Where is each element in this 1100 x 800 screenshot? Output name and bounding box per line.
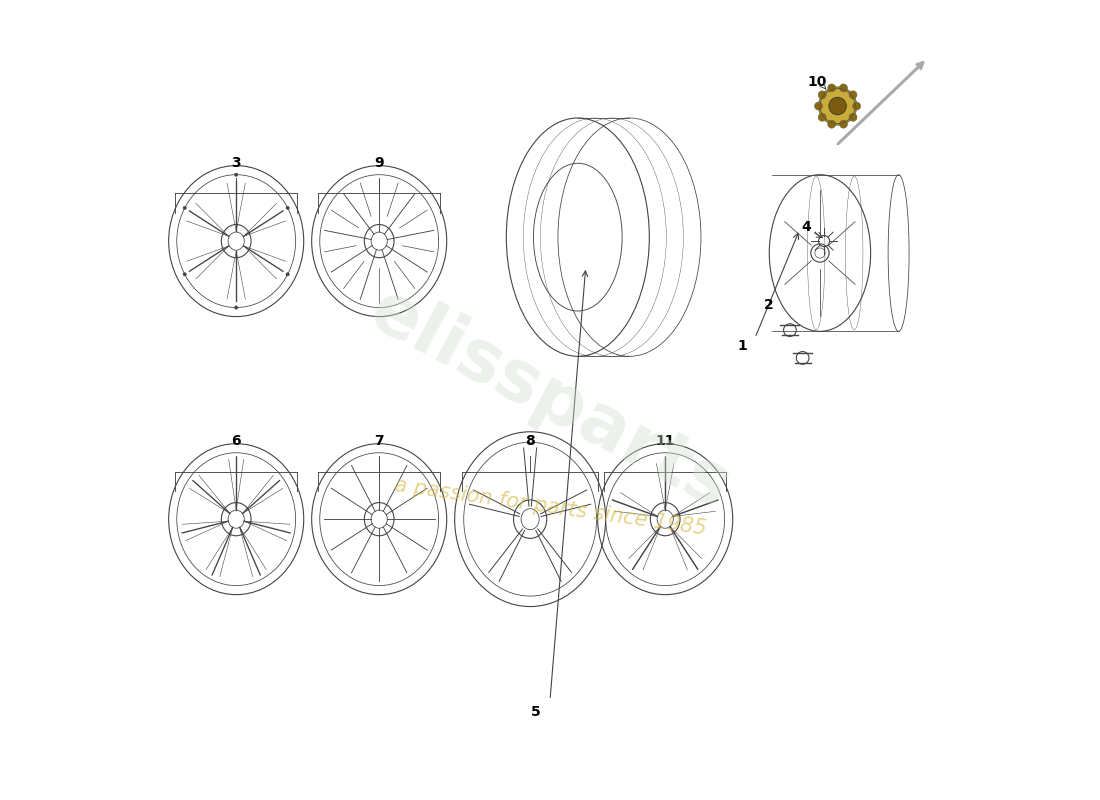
Circle shape xyxy=(818,91,826,99)
Circle shape xyxy=(852,102,860,110)
Text: 2: 2 xyxy=(763,298,773,312)
Circle shape xyxy=(814,102,823,110)
Text: 7: 7 xyxy=(374,434,384,448)
Circle shape xyxy=(286,273,289,276)
Circle shape xyxy=(234,306,238,310)
Circle shape xyxy=(286,206,289,210)
Circle shape xyxy=(183,273,186,276)
Text: 3: 3 xyxy=(231,156,241,170)
Circle shape xyxy=(818,114,826,122)
Circle shape xyxy=(234,173,238,176)
Circle shape xyxy=(827,120,836,128)
Text: 8: 8 xyxy=(526,434,535,448)
Text: 4: 4 xyxy=(802,220,812,234)
Circle shape xyxy=(849,91,857,99)
Circle shape xyxy=(839,120,847,128)
Circle shape xyxy=(818,87,857,125)
Text: 6: 6 xyxy=(231,434,241,448)
Text: 5: 5 xyxy=(531,706,540,719)
Text: a passion for parts since 1985: a passion for parts since 1985 xyxy=(393,475,707,539)
Text: 11: 11 xyxy=(656,434,675,448)
Text: 10: 10 xyxy=(807,75,826,90)
Circle shape xyxy=(827,84,836,92)
Text: elissparts: elissparts xyxy=(358,276,742,524)
Text: 1: 1 xyxy=(737,339,747,353)
Circle shape xyxy=(183,206,186,210)
Circle shape xyxy=(829,98,846,114)
Circle shape xyxy=(839,84,847,92)
Text: 9: 9 xyxy=(374,156,384,170)
Circle shape xyxy=(849,114,857,122)
